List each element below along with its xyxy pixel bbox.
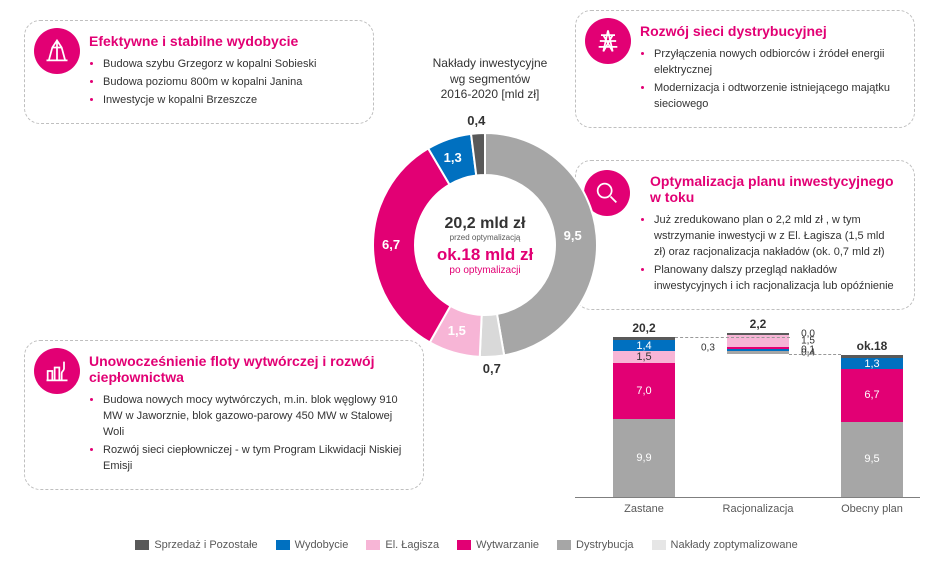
donut-label: 0,4	[467, 113, 485, 128]
bar-category: Racjonalizacja	[698, 503, 818, 515]
bullet-item: Inwestycje w kopalni Brzeszcze	[103, 93, 357, 109]
bar-seg: 6,7	[841, 369, 903, 422]
bar-seg: 1,4	[613, 340, 675, 351]
donut-seg-Dystrybucja	[485, 133, 597, 355]
callout-list: Budowa szybu Grzegorz w kopalni Sobieski…	[89, 57, 357, 109]
bar-column: 0,41,41,57,09,920,2Zastane	[613, 337, 675, 497]
bullet-item: Przyłączenia nowych odbiorców i źródeł e…	[654, 47, 898, 79]
bar-top-label: 2,2	[727, 317, 789, 331]
bar-top-label: ok.18	[841, 339, 903, 353]
donut-label: 1,3	[444, 150, 462, 165]
callout-title: Rozwój sieci dystrybucyjnej	[640, 23, 898, 39]
legend-swatch	[366, 540, 380, 550]
bar-seg: 1,5	[613, 351, 675, 363]
legend-swatch	[457, 540, 471, 550]
legend-item: Wydobycie	[276, 539, 349, 551]
bar-value-label: 0,4	[915, 351, 929, 362]
bar-value-label: 0,4	[801, 347, 815, 358]
bullet-item: Już zredukowano plan o 2,2 mld zł , w ty…	[654, 213, 898, 261]
bullet-item: Budowa poziomu 800m w kopalni Janina	[103, 75, 357, 91]
title-l1: Nakłady inwestycyjne	[433, 56, 548, 70]
legend-item: El. Łagisza	[366, 539, 439, 551]
bar-value-label: 0,4	[687, 333, 701, 344]
donut-label: 6,7	[382, 237, 400, 252]
legend-label: Nakłady zoptymalizowane	[671, 539, 798, 551]
title-l3: 2016-2020 [mld zł]	[441, 87, 540, 101]
plant-icon	[34, 348, 80, 394]
callout-list: Już zredukowano plan o 2,2 mld zł , w ty…	[640, 213, 898, 295]
legend-swatch	[276, 540, 290, 550]
bar-seg: 1,3	[841, 358, 903, 368]
bar-category: Zastane	[584, 503, 704, 515]
bar-column: 0,41,36,79,5ok.18Obecny plan	[841, 355, 903, 497]
legend-swatch	[135, 540, 149, 550]
callout-mining: Efektywne i stabilne wydobycie Budowa sz…	[24, 20, 374, 124]
legend-item: Wytwarzanie	[457, 539, 539, 551]
chart-title: Nakłady inwestycyjne wg segmentów 2016-2…	[390, 56, 590, 103]
legend-item: Nakłady zoptymalizowane	[652, 539, 798, 551]
bar-seg: 9,5	[841, 422, 903, 497]
legend-label: Wydobycie	[295, 539, 349, 551]
bar-seg: 9,9	[613, 419, 675, 497]
connector-line	[675, 337, 790, 338]
bullet-item: Rozwój sieci ciepłowniczej - w tym Progr…	[103, 443, 407, 475]
legend-label: El. Łagisza	[385, 539, 439, 551]
legend: Sprzedaż i Pozostałe Wydobycie El. Łagisza…	[0, 539, 933, 551]
legend-item: Dystrybucja	[557, 539, 633, 551]
bullet-item: Modernizacja i odtworzenie istniejącego …	[654, 81, 898, 113]
mining-icon	[34, 28, 80, 74]
bar-seg: 0,4	[727, 351, 789, 354]
donut-svg	[370, 130, 600, 360]
bar-seg: 7,0	[613, 363, 675, 418]
legend-label: Dystrybucja	[576, 539, 633, 551]
callout-title: Efektywne i stabilne wydobycie	[89, 33, 357, 49]
legend-label: Sprzedaż i Pozostałe	[154, 539, 257, 551]
waterfall-chart: 0,41,41,57,09,920,2Zastane0,01,50,30,10,…	[575, 325, 920, 525]
bar-top-label: 20,2	[613, 321, 675, 335]
legend-label: Wytwarzanie	[476, 539, 539, 551]
bars-plot: 0,41,41,57,09,920,2Zastane0,01,50,30,10,…	[575, 337, 920, 498]
connector-line	[789, 354, 841, 355]
donut-label: 0,7	[483, 361, 501, 376]
bullet-item: Planowany dalszy przegląd nakładów inwes…	[654, 263, 898, 295]
donut-label: 1,5	[448, 323, 466, 338]
legend-item: Sprzedaż i Pozostałe	[135, 539, 257, 551]
title-l2: wg segmentów	[450, 72, 530, 86]
bullet-item: Budowa nowych mocy wytwórczych, m.in. bl…	[103, 393, 407, 441]
bar-category: Obecny plan	[812, 503, 932, 515]
donut-chart: 20,2 mld zł przed optymalizacją ok.18 ml…	[370, 130, 600, 360]
legend-swatch	[557, 540, 571, 550]
bar-value-label: 0,3	[701, 343, 715, 354]
callout-title: Unowocześnienie floty wytwórczej i rozwó…	[89, 353, 407, 385]
legend-swatch	[652, 540, 666, 550]
callout-gen: Unowocześnienie floty wytwórczej i rozwó…	[24, 340, 424, 490]
callout-list: Budowa nowych mocy wytwórczych, m.in. bl…	[89, 393, 407, 475]
callout-title: Optymalizacja planu inwestycyjnego w tok…	[650, 173, 898, 205]
donut-label: 9,5	[564, 228, 582, 243]
callout-list: Przyłączenia nowych odbiorców i źródeł e…	[640, 47, 898, 113]
bullet-item: Budowa szybu Grzegorz w kopalni Sobieski	[103, 57, 357, 73]
pylon-icon	[585, 18, 631, 64]
